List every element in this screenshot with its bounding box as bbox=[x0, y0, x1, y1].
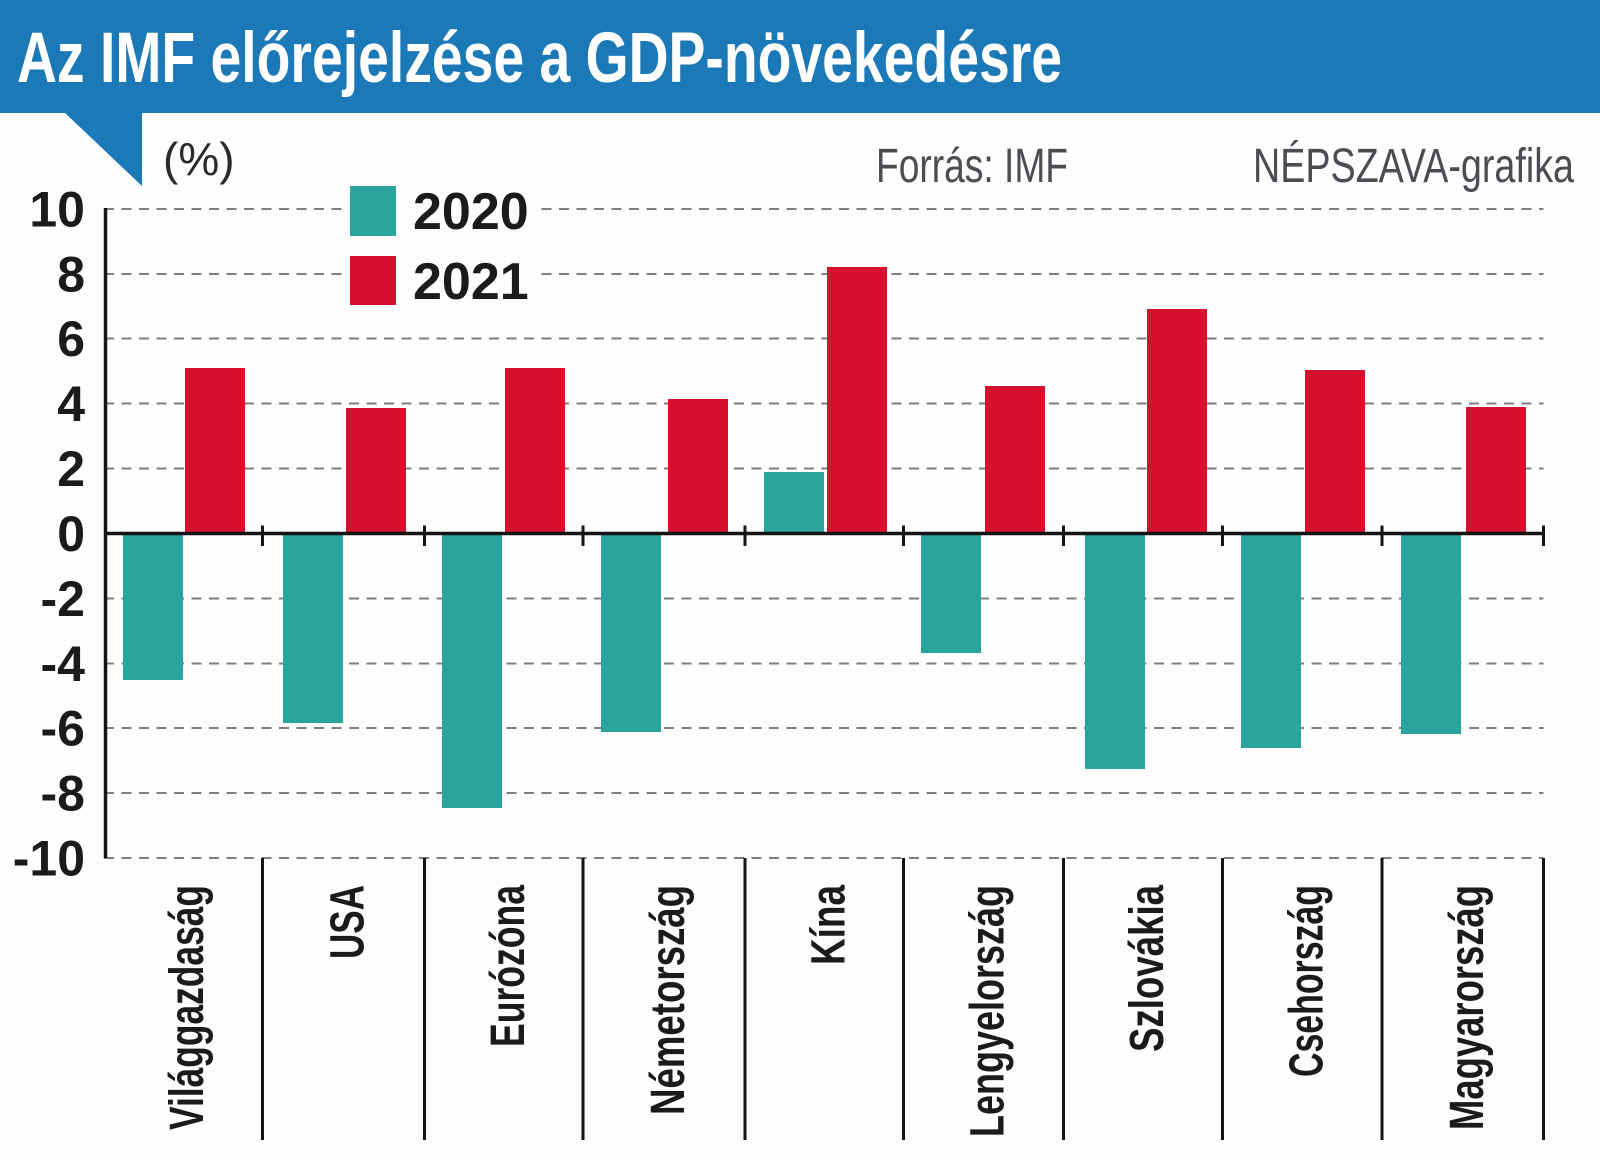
svg-text:Magyarország: Magyarország bbox=[1441, 885, 1494, 1130]
svg-text:Világgazdaság: Világgazdaság bbox=[161, 885, 214, 1130]
svg-text:USA: USA bbox=[322, 885, 375, 959]
svg-text:2020: 2020 bbox=[413, 183, 529, 241]
svg-text:-10: -10 bbox=[13, 831, 85, 887]
svg-text:Csehország: Csehország bbox=[1280, 885, 1333, 1077]
svg-text:4: 4 bbox=[57, 376, 85, 432]
svg-text:NÉPSZAVA-grafika: NÉPSZAVA-grafika bbox=[1253, 140, 1574, 193]
svg-text:10: 10 bbox=[29, 182, 85, 238]
svg-text:6: 6 bbox=[57, 311, 85, 367]
svg-text:Lengyelország: Lengyelország bbox=[962, 885, 1015, 1137]
svg-text:Eurózóna: Eurózóna bbox=[482, 885, 535, 1047]
svg-text:-4: -4 bbox=[41, 636, 86, 692]
svg-text:-2: -2 bbox=[41, 571, 85, 627]
svg-text:-6: -6 bbox=[41, 701, 85, 757]
svg-text:Kína: Kína bbox=[802, 885, 855, 965]
svg-text:8: 8 bbox=[57, 247, 85, 303]
svg-text:2021: 2021 bbox=[413, 253, 529, 311]
svg-text:Németország: Németország bbox=[642, 885, 695, 1115]
svg-text:Az IMF előrejelzése a GDP-növe: Az IMF előrejelzése a GDP-növekedésre bbox=[17, 19, 1062, 98]
svg-text:Szlovákia: Szlovákia bbox=[1121, 885, 1174, 1052]
svg-text:(%): (%) bbox=[163, 133, 235, 185]
svg-text:Forrás: IMF: Forrás: IMF bbox=[876, 140, 1068, 193]
svg-text:-8: -8 bbox=[41, 766, 85, 822]
svg-text:0: 0 bbox=[57, 506, 85, 562]
svg-text:2: 2 bbox=[57, 441, 85, 497]
